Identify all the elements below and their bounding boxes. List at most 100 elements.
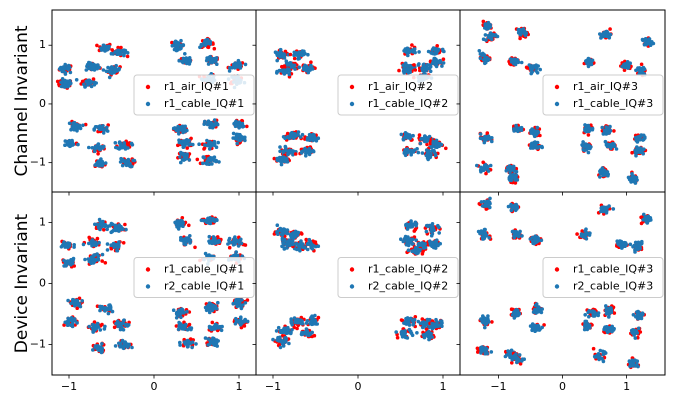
point-series-2	[102, 46, 106, 50]
point-series-2	[188, 241, 192, 245]
point-series-2	[100, 252, 105, 257]
point-series-2	[180, 307, 185, 312]
point-series-2	[232, 239, 236, 243]
point-series-2	[307, 146, 312, 151]
point-series-2	[63, 70, 68, 75]
point-series-2	[514, 202, 518, 207]
point-series-2	[211, 122, 216, 126]
point-series-2	[179, 160, 183, 165]
point-series-2	[176, 43, 181, 47]
point-series-2	[89, 84, 94, 89]
point-series-2	[108, 303, 112, 307]
point-series-2	[65, 320, 69, 324]
point-series-2	[69, 81, 73, 86]
point-series-2	[179, 323, 184, 328]
point-series-2	[281, 54, 286, 59]
point-series-2	[529, 66, 533, 71]
point-series-2	[276, 335, 280, 340]
point-series-2	[215, 122, 220, 127]
point-series-2	[406, 237, 410, 242]
point-series-2	[430, 149, 435, 153]
point-series-2	[316, 244, 321, 248]
point-series-2	[278, 226, 283, 231]
point-series-2	[490, 136, 494, 140]
point-series-2	[106, 224, 110, 228]
point-series-2	[210, 156, 215, 160]
point-series-2	[408, 70, 413, 74]
point-series-1	[110, 48, 114, 52]
point-series-2	[634, 153, 638, 158]
point-series-2	[209, 239, 214, 243]
point-series-2	[75, 321, 79, 325]
point-series-2	[403, 148, 408, 152]
point-series-2	[281, 135, 286, 139]
point-series-2	[283, 159, 287, 163]
point-series-2	[271, 337, 275, 342]
point-series-2	[436, 223, 440, 228]
point-series-2	[104, 69, 109, 74]
point-series-2	[75, 129, 79, 133]
point-series-2	[173, 220, 177, 225]
point-series-1	[55, 79, 60, 84]
point-series-2	[431, 324, 435, 329]
point-series-2	[608, 124, 612, 129]
point-series-2	[487, 23, 491, 28]
point-series-2	[523, 33, 528, 38]
point-series-2	[181, 139, 186, 143]
point-series-2	[488, 196, 492, 201]
point-series-2	[293, 235, 298, 239]
point-series-2	[177, 132, 181, 136]
point-series-1	[116, 45, 120, 50]
point-series-2	[106, 45, 111, 49]
point-series-2	[178, 128, 183, 132]
point-series-2	[57, 67, 62, 71]
point-series-2	[286, 68, 291, 72]
point-series-2	[71, 300, 75, 305]
point-series-2	[282, 246, 287, 250]
point-series-2	[122, 53, 126, 58]
point-series-2	[95, 222, 99, 227]
point-series-2	[427, 334, 432, 339]
point-series-1	[242, 324, 247, 328]
point-series-2	[419, 241, 424, 246]
point-series-2	[433, 141, 438, 145]
point-series-2	[202, 119, 207, 124]
point-series-2	[308, 150, 313, 154]
point-series-1	[187, 223, 191, 228]
point-series-1	[227, 245, 232, 250]
point-series-1	[639, 62, 644, 67]
point-series-2	[176, 227, 181, 231]
point-series-2	[213, 306, 217, 311]
point-series-2	[205, 162, 209, 166]
point-series-2	[203, 305, 208, 310]
point-series-2	[437, 60, 441, 65]
point-series-2	[178, 343, 182, 347]
point-series-2	[410, 333, 415, 338]
point-series-2	[307, 67, 312, 71]
point-series-2	[106, 65, 110, 70]
point-series-2	[291, 152, 295, 157]
legend-marker	[349, 84, 355, 90]
point-series-2	[115, 248, 119, 253]
point-series-2	[206, 120, 210, 125]
point-series-2	[87, 324, 91, 329]
point-series-2	[637, 146, 641, 151]
point-series-2	[286, 152, 290, 157]
point-series-2	[303, 245, 307, 249]
point-series-2	[119, 52, 123, 56]
point-series-2	[516, 128, 520, 133]
point-series-1	[185, 146, 189, 150]
point-series-2	[67, 243, 72, 247]
point-series-2	[234, 250, 238, 254]
point-series-2	[245, 319, 250, 324]
subplot: −1 0 1r1_cable_IQ#2r2_cable_IQ#2	[252, 191, 461, 393]
point-series-1	[395, 335, 400, 340]
point-series-2	[282, 241, 286, 246]
legend-label: r1_cable_IQ#1	[164, 263, 244, 276]
point-series-2	[236, 132, 240, 137]
point-series-2	[122, 48, 126, 52]
point-series-2	[312, 133, 316, 137]
point-series-2	[306, 241, 310, 246]
point-series-2	[620, 64, 624, 69]
point-series-2	[429, 152, 433, 156]
